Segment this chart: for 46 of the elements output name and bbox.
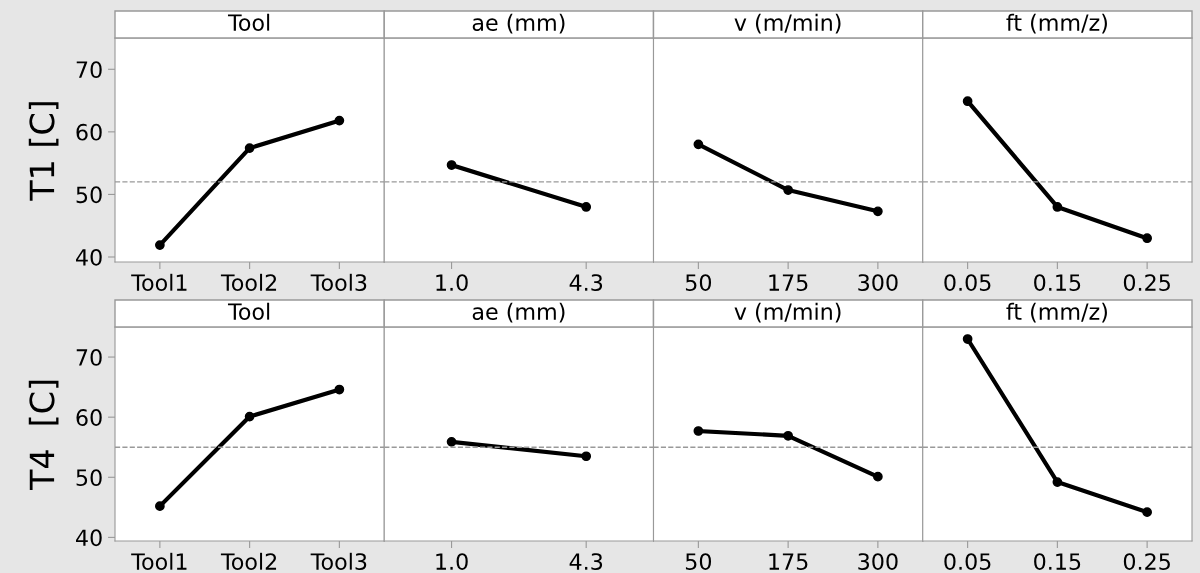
y-tick-label: 60 [76, 409, 102, 426]
x-tick-label: 175 [769, 553, 808, 571]
chart-title: v (m/min) [734, 13, 841, 34]
x-tick-label: 4.3 [569, 274, 603, 292]
x-tick-label: 0.15 [1034, 274, 1081, 292]
chart-title: ae (mm) [472, 302, 565, 323]
x-tick-label: 175 [769, 274, 808, 292]
chart-title: Tool [227, 13, 270, 31]
x-tick-label: 300 [858, 274, 898, 292]
x-tick-label: 0.05 [944, 274, 991, 292]
y-tick-label: 50 [76, 186, 102, 204]
x-tick-label: 50 [685, 553, 712, 571]
x-tick-label: 1.0 [436, 553, 468, 571]
x-tick-label: 0.25 [1123, 274, 1170, 292]
x-tick-label: 50 [685, 274, 712, 292]
x-tick-label: Tool1 [131, 273, 187, 292]
y-axis-title: T4 [C] [28, 380, 59, 491]
chart-title: Tool [227, 302, 270, 320]
chart-title: v (m/min) [734, 302, 841, 323]
point [244, 143, 255, 153]
point [334, 384, 345, 395]
x-tick-label: Tool3 [310, 273, 367, 292]
x-tick-label: 300 [858, 553, 898, 571]
y-tick-label: 40 [76, 529, 102, 547]
chart-title: ft (mm/z) [1006, 13, 1107, 34]
point [155, 240, 165, 250]
x-tick-label: Tool3 [310, 552, 367, 571]
x-tick-label: 0.25 [1123, 553, 1170, 571]
y-axis-title: T1 [C] [28, 102, 59, 201]
x-tick-label: 0.05 [944, 553, 991, 571]
point [334, 115, 345, 126]
y-tick-label: 70 [76, 61, 102, 79]
chart-title: ft (mm/z) [1006, 302, 1107, 323]
x-tick-label: Tool1 [131, 552, 187, 571]
x-tick-label: 0.15 [1034, 553, 1081, 571]
y-tick-label: 60 [76, 123, 102, 141]
point [244, 411, 255, 422]
x-tick-label: Tool2 [220, 552, 277, 571]
y-tick-label: 50 [76, 469, 102, 487]
x-tick-label: 1.0 [436, 274, 468, 292]
x-tick-label: 4.3 [569, 553, 603, 571]
point [155, 501, 165, 511]
y-tick-label: 70 [76, 349, 102, 366]
y-tick-label: 40 [76, 248, 102, 266]
x-tick-label: Tool2 [220, 273, 277, 292]
chart-title: ae (mm) [472, 13, 565, 34]
